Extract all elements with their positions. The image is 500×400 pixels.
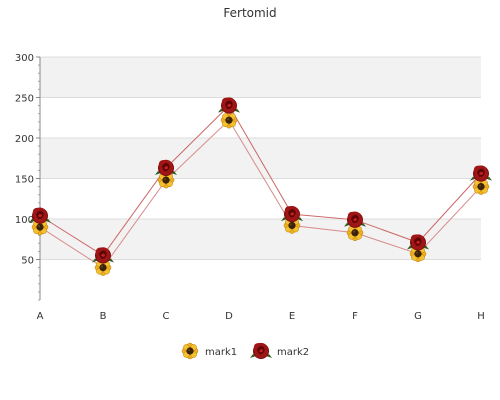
series-line-mark2 xyxy=(39,104,482,257)
series-line-mark1 xyxy=(39,119,482,269)
axes: 50 100 150 200 250 300 A B C D E F G H xyxy=(15,53,485,322)
gridlines xyxy=(40,56,481,260)
x-tick-label: A xyxy=(37,311,44,322)
y-tick-label: 300 xyxy=(15,53,34,64)
x-tick-label: B xyxy=(100,311,107,322)
grid-bands xyxy=(40,57,481,260)
y-tick-label: 250 xyxy=(15,94,34,105)
x-tick-label: H xyxy=(477,311,485,322)
legend-label: mark1 xyxy=(205,347,237,358)
x-tick-label: C xyxy=(163,311,170,322)
x-tick-label: G xyxy=(414,311,422,322)
x-tick-label: E xyxy=(289,311,295,322)
legend-item-mark2: mark2 xyxy=(250,342,309,359)
x-tick-label: D xyxy=(225,311,233,322)
sunflower-icon xyxy=(181,342,199,360)
legend: mark1 mark2 xyxy=(181,342,309,360)
grid-band xyxy=(40,138,481,179)
series-lines xyxy=(39,104,482,269)
y-tick-label: 200 xyxy=(15,134,34,145)
legend-item-mark1: mark1 xyxy=(181,342,237,360)
x-tick-label: F xyxy=(352,311,358,322)
y-tick-label: 150 xyxy=(15,175,34,186)
y-tick-label: 50 xyxy=(21,256,34,267)
legend-label: mark2 xyxy=(277,347,309,358)
y-tick-label: 100 xyxy=(15,215,34,226)
grid-band xyxy=(40,57,481,98)
data-point-mark1 xyxy=(220,111,238,129)
chart-title: Fertomid xyxy=(223,6,276,20)
